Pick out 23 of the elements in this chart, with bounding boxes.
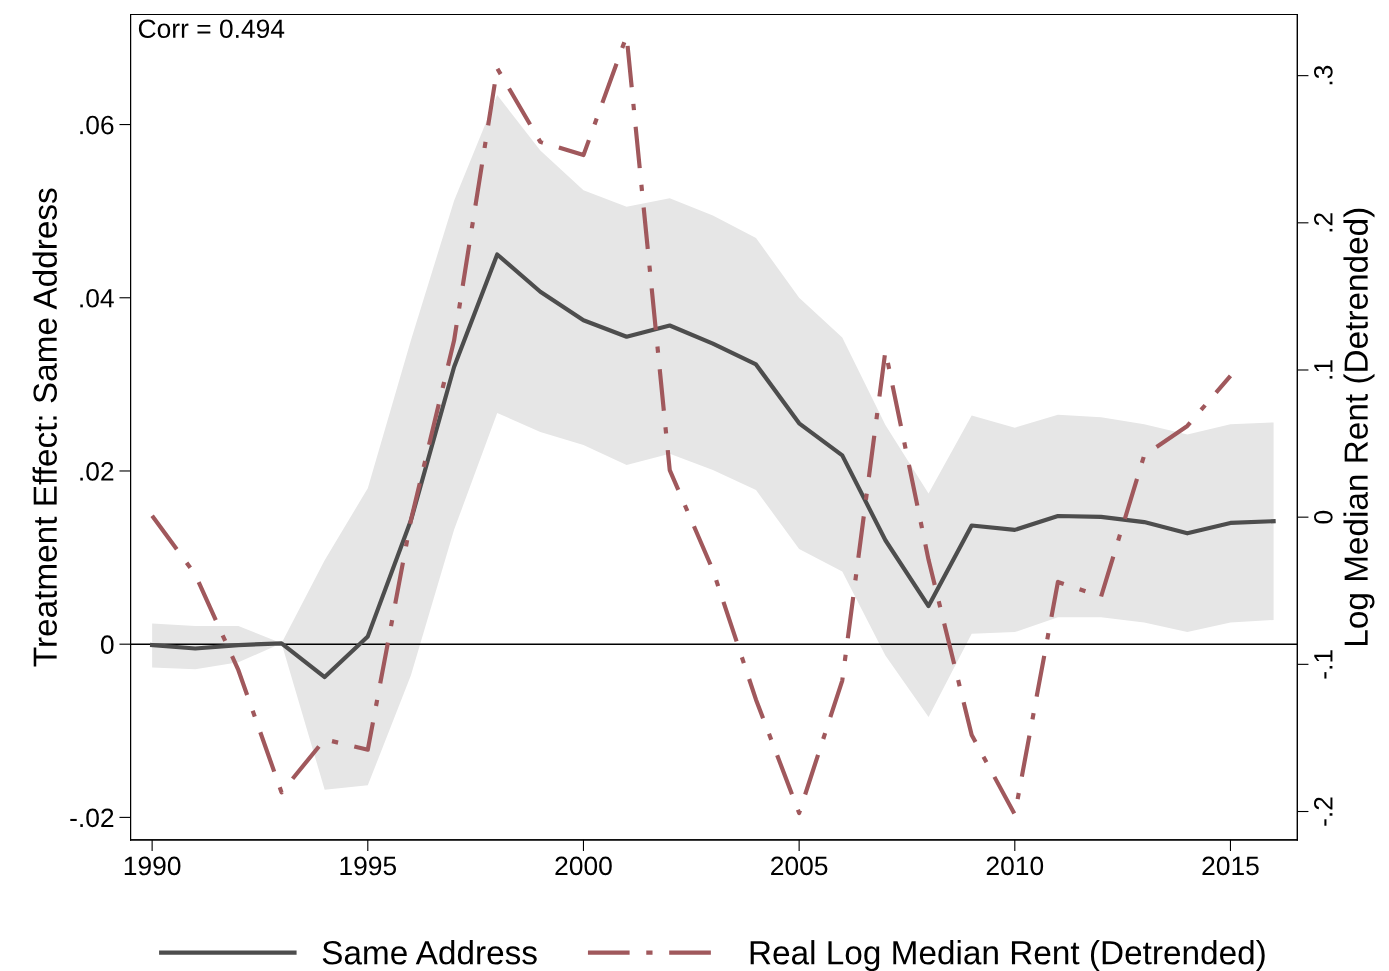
legend-label: Real Log Median Rent (Detrended)	[750, 940, 1265, 971]
x-tick-label: 2010	[986, 856, 1044, 876]
y-tick-label: -.02	[70, 808, 114, 828]
x-tick-label: 2005	[771, 856, 828, 876]
y-tick-label: .04	[80, 288, 114, 308]
y-tick-label: .06	[80, 115, 114, 135]
y-tick-label: 0	[100, 635, 114, 655]
line-series	[150, 252, 1276, 680]
x-tick-label: 1990	[124, 856, 181, 876]
y2-tick-label: .2	[1314, 213, 1333, 232]
y2-tick-label: 0	[1314, 510, 1333, 524]
x-tick-label: 2000	[555, 856, 612, 876]
y2-tick-label: -.2	[1314, 797, 1333, 826]
legend-label: Same Address	[322, 940, 537, 965]
y2-tick-label: .1	[1314, 360, 1333, 379]
y2-tick-label: -.1	[1314, 650, 1333, 679]
x-tick-label: 1995	[340, 856, 397, 876]
y-tick-label: .02	[80, 462, 114, 481]
x-tick-label: 2015	[1202, 856, 1259, 876]
y-axis-title: Treatment Effect: Same Address	[32, 188, 57, 667]
annotation: Corr = 0.494	[138, 19, 285, 39]
y2-axis-title: Log Median Rent (Detrended)	[1343, 208, 1375, 645]
y2-tick-label: .3	[1314, 65, 1333, 85]
